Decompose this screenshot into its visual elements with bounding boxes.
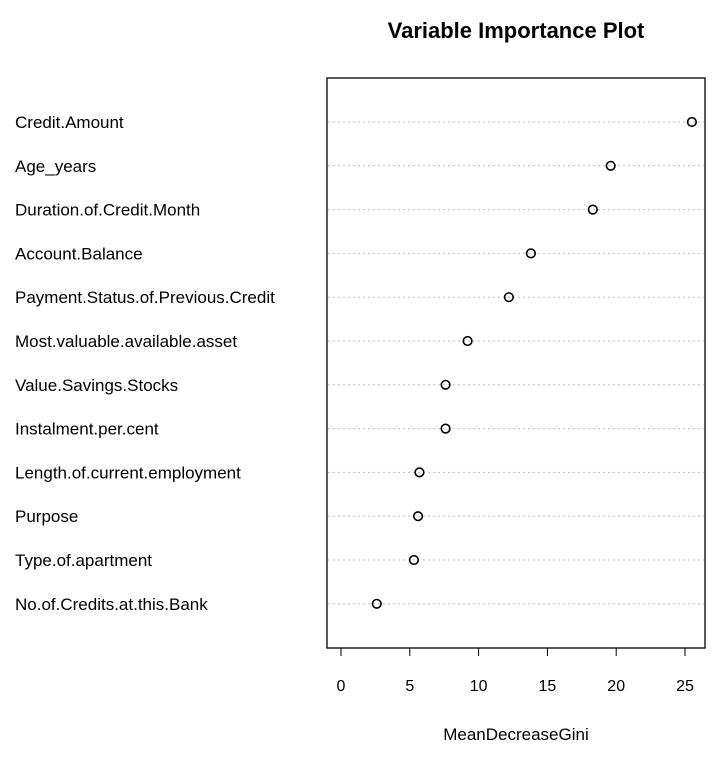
x-axis-label: MeanDecreaseGini [443,725,589,744]
x-tick-label: 5 [405,678,414,695]
chart-title: Variable Importance Plot [388,18,645,43]
data-point [525,248,536,259]
category-label: Most.valuable.available.asset [15,332,237,351]
x-tick-label: 15 [539,678,557,695]
x-tick-label: 25 [676,678,694,695]
category-label: Type.of.apartment [15,551,152,570]
data-point [462,335,473,347]
category-label: Instalment.per.cent [15,420,159,439]
data-point [503,292,514,303]
data-point [440,379,451,390]
data-point [587,204,598,215]
category-label: Account.Balance [15,244,143,263]
data-point [412,511,424,522]
category-label: Purpose [15,507,78,526]
x-tick-label: 20 [607,678,625,695]
category-label: Duration.of.Credit.Month [15,201,200,220]
data-point [440,423,451,434]
data-point [408,554,420,566]
x-tick-label: 10 [470,678,488,695]
data-point [371,598,382,609]
category-label: Value.Savings.Stocks [15,376,178,395]
x-tick-label: 0 [337,678,346,695]
category-label: Credit.Amount [15,113,124,132]
data-points [371,116,697,609]
category-label: No.of.Credits.at.this.Bank [15,595,208,614]
category-labels: Credit.Amount Age_years Duration.of.Credit… [15,113,275,614]
category-label: Payment.Status.of.Previous.Credit [15,288,275,307]
category-label: Age_years [15,157,96,176]
category-label: Length.of.current.employment [15,463,241,482]
data-point [686,116,697,128]
grid-lines [328,121,704,605]
data-point [414,467,425,478]
data-point [605,160,616,171]
plot-frame [326,77,706,649]
x-axis: 0 5 10 15 20 25 [337,647,694,695]
